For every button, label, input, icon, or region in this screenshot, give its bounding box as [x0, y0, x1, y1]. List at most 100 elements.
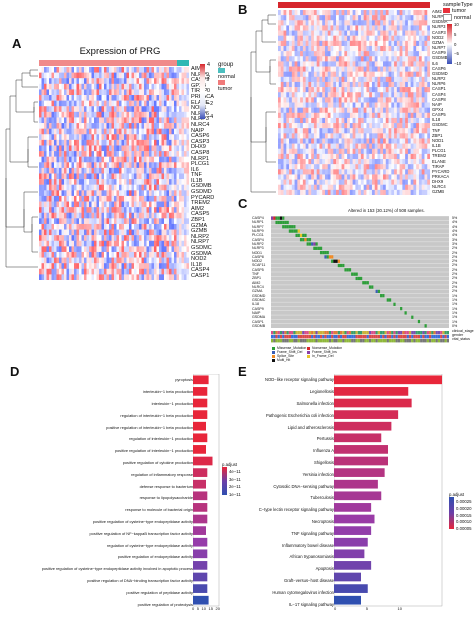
heat-cell-b: [336, 15, 339, 20]
heat-cell-a: [164, 218, 167, 224]
heat-cell-a: [139, 179, 142, 185]
heat-cell-b: [347, 25, 350, 30]
heat-cell-a: [109, 235, 112, 241]
heat-cell-b: [353, 56, 356, 61]
heat-cell-a: [64, 101, 67, 107]
heat-cell-a: [69, 112, 72, 118]
heat-cell-a: [132, 78, 135, 84]
heat-cell-a: [182, 151, 185, 157]
heat-cell-b: [397, 25, 400, 30]
heat-cell-a: [79, 252, 82, 258]
clinical-cell: [360, 339, 362, 342]
heat-cell-b: [422, 169, 425, 174]
heat-cell-a: [157, 84, 160, 90]
heat-cell-b: [366, 103, 369, 108]
heat-cell-a: [69, 67, 72, 73]
heat-cell-b: [386, 56, 389, 61]
heat-cell-b: [386, 31, 389, 36]
heat-cell-b: [297, 138, 300, 143]
heat-cell-a: [122, 78, 125, 84]
heat-cell-b: [383, 36, 386, 41]
heat-cell-a: [184, 202, 187, 208]
heat-cell-a: [184, 274, 187, 280]
heat-cell-b: [281, 67, 284, 72]
heat-cell-b: [364, 20, 367, 25]
heat-cell-a: [152, 84, 155, 90]
heat-cell-b: [331, 56, 334, 61]
heat-cell-b: [347, 67, 350, 72]
heat-cell-a: [124, 129, 127, 135]
heat-cell-b: [344, 97, 347, 102]
heat-cell-b: [347, 82, 350, 87]
heat-cell-a: [49, 196, 52, 202]
heat-cell-a: [137, 157, 140, 163]
heat-cell-a: [74, 202, 77, 208]
heat-cell-a: [129, 151, 132, 157]
heat-cell-a: [79, 190, 82, 196]
heat-cell-a: [67, 241, 70, 247]
heat-cell-a: [87, 185, 90, 191]
heat-cell-b: [394, 56, 397, 61]
heat-cell-a: [187, 190, 190, 196]
heat-cell-a: [127, 67, 130, 73]
heat-cell-b: [413, 25, 416, 30]
heat-cell-a: [49, 174, 52, 180]
heat-cell-b: [300, 149, 303, 154]
heat-cell-b: [383, 103, 386, 108]
heat-cell-b: [331, 180, 334, 185]
heat-cell-a: [162, 235, 165, 241]
heat-cell-b: [300, 51, 303, 56]
heat-cell-a: [167, 89, 170, 95]
heat-cell-a: [147, 179, 150, 185]
heat-cell-b: [325, 92, 328, 97]
heat-cell-b: [394, 67, 397, 72]
heat-cell-b: [317, 15, 320, 20]
heat-cell-b: [372, 61, 375, 66]
heat-cell-b: [427, 164, 430, 169]
heat-cell-a: [54, 151, 57, 157]
heat-cell-b: [424, 113, 427, 118]
heat-cell-b: [364, 103, 367, 108]
heat-cell-b: [311, 72, 314, 77]
heat-cell-b: [361, 25, 364, 30]
heat-cell-a: [99, 168, 102, 174]
clinical-cell: [418, 331, 420, 334]
heat-cell-b: [339, 15, 342, 20]
heat-cell-b: [286, 77, 289, 82]
heat-cell-b: [339, 31, 342, 36]
panel-a-normal-segment: [177, 60, 189, 66]
heat-cell-a: [89, 252, 92, 258]
heat-cell-a: [167, 258, 170, 264]
heat-cell-a: [112, 241, 115, 247]
heat-cell-a: [52, 134, 55, 140]
alteration-cell: [342, 264, 344, 267]
heat-cell-b: [339, 97, 342, 102]
heat-cell-b: [331, 113, 334, 118]
heat-cell-b: [284, 159, 287, 164]
heat-cell-a: [129, 252, 132, 258]
clinical-cell: [411, 339, 413, 342]
heat-cell-a: [94, 123, 97, 129]
heat-cell-b: [328, 92, 331, 97]
heat-cell-b: [389, 180, 392, 185]
heat-cell-b: [386, 51, 389, 56]
clinical-cell: [418, 335, 420, 338]
heat-cell-a: [144, 89, 147, 95]
heat-cell-a: [54, 117, 57, 123]
heat-cell-b: [400, 82, 403, 87]
alteration-cell: [347, 268, 349, 271]
heat-cell-b: [319, 72, 322, 77]
heat-cell-b: [339, 128, 342, 133]
heat-cell-a: [97, 224, 100, 230]
panel-c-percent-labels: 5%4%4%4%4%3%3%2%2%2%2%2%2%2%2%2%2%2%1%1%…: [452, 216, 457, 328]
alteration-cell: [344, 268, 346, 271]
heat-cell-b: [358, 138, 361, 143]
heat-cell-a: [149, 190, 152, 196]
heat-cell-a: [117, 274, 120, 280]
alteration-cell: [356, 273, 358, 276]
heat-cell-b: [314, 164, 317, 169]
e-term-label: African trypanosomiasis: [290, 554, 334, 559]
heat-cell-b: [397, 56, 400, 61]
heat-cell-b: [289, 118, 292, 123]
heat-cell-a: [134, 101, 137, 107]
